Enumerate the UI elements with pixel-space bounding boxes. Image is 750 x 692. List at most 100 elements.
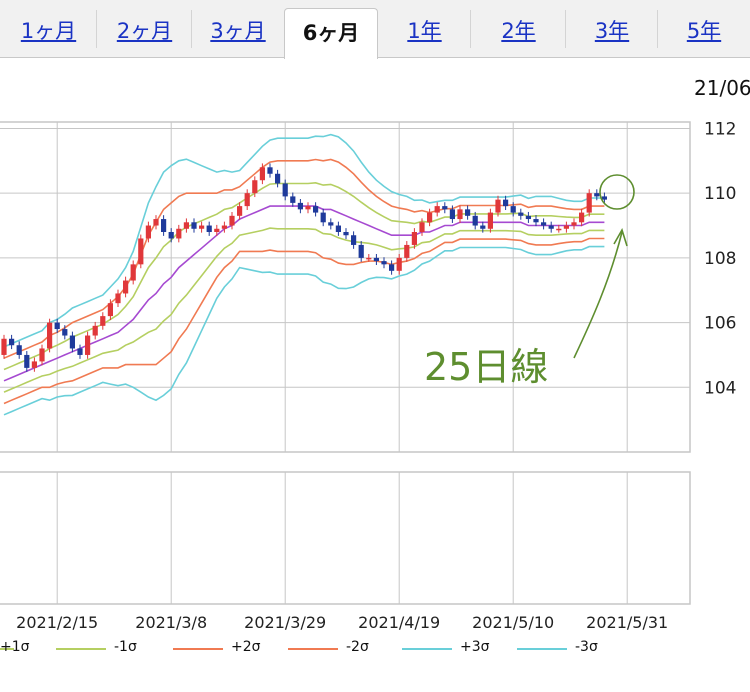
candle-body: [556, 228, 562, 231]
candle-body: [31, 361, 37, 368]
candle-body: [305, 206, 311, 210]
legend-label: +3σ: [460, 639, 490, 655]
candle-body: [601, 196, 607, 200]
candle-body: [472, 215, 478, 226]
legend-line-minus1sigma: [56, 648, 106, 650]
candle-body: [449, 209, 455, 220]
candle-body: [85, 335, 91, 355]
candle-body: [199, 225, 205, 229]
tab-1-year[interactable]: 1年: [378, 0, 471, 58]
candle-body: [533, 219, 539, 223]
candle-body: [518, 212, 524, 216]
candle-body: [343, 232, 349, 236]
candle-body: [77, 348, 83, 355]
tab-1-month[interactable]: 1ヶ月: [0, 0, 97, 58]
tab-3-years[interactable]: 3年: [566, 0, 658, 58]
candle-body: [525, 215, 531, 220]
candle-body: [161, 219, 167, 232]
candle-body: [510, 206, 516, 213]
candle-body: [237, 206, 243, 216]
tab-2-years[interactable]: 2年: [471, 0, 566, 58]
candle-body: [328, 222, 334, 226]
candle-body: [252, 180, 258, 194]
candle-body: [183, 222, 189, 229]
minus2sigma-line: [3, 237, 605, 405]
bollinger-bands: [3, 133, 605, 416]
legend-line-plus2sigma: [173, 648, 223, 650]
tab-3-months[interactable]: 3ヶ月: [210, 19, 266, 43]
y-tick-label: 112: [704, 119, 736, 139]
legend-item: +3σ: [402, 636, 502, 662]
annotation-layer: 25日線: [424, 174, 635, 389]
candle-body: [214, 228, 220, 232]
candle-body: [267, 167, 273, 174]
y-axis: 104 106 108 110 112: [704, 119, 736, 398]
legend-item: -3σ: [517, 636, 627, 662]
candle-body: [244, 193, 250, 207]
candle-body: [358, 244, 364, 258]
x-tick-label: 2021/3/29: [244, 613, 326, 632]
tab-6-months[interactable]: 6ヶ月: [284, 8, 378, 59]
candle-body: [282, 183, 288, 197]
candle-body: [206, 225, 212, 232]
legend-label: -1σ: [114, 639, 137, 655]
candle-body: [579, 212, 585, 223]
x-tick-label: 2021/3/8: [135, 613, 207, 632]
legend: +1σ -1σ +2σ -2σ +3σ -3σ: [0, 636, 750, 662]
candle-body: [9, 338, 15, 346]
candle-body: [221, 225, 227, 229]
candle-body: [548, 225, 554, 229]
candle-body: [586, 193, 592, 213]
chart-frames: [0, 121, 691, 605]
candle-body: [191, 222, 197, 229]
legend-label: -3σ: [575, 639, 598, 655]
candle-body: [396, 257, 402, 271]
date-corner-label: 21/06: [694, 76, 750, 100]
legend-label: +2σ: [231, 639, 261, 655]
minus1sigma-line: [3, 227, 605, 393]
candle-body: [594, 193, 600, 197]
x-tick-label: 2021/5/10: [472, 613, 554, 632]
main-panel-frame: [0, 121, 691, 453]
annotation-25day-line: 25日線: [424, 345, 548, 389]
candle-body: [176, 228, 182, 239]
legend-label: -2σ: [346, 639, 369, 655]
legend-item: +2σ: [173, 636, 273, 662]
candle-body: [39, 348, 45, 362]
candle-body: [541, 222, 547, 226]
candle-body: [411, 232, 417, 245]
tab-5-years[interactable]: 5年: [686, 19, 722, 43]
y-tick-label: 106: [704, 314, 736, 334]
minus3sigma-line: [3, 245, 605, 416]
candle-body: [229, 215, 235, 226]
highlight-circle: [599, 174, 635, 210]
legend-line-plus3sigma: [402, 648, 452, 650]
candle-body: [434, 206, 440, 213]
annotation-arrow: [573, 231, 623, 359]
candle-body: [335, 225, 341, 232]
x-tick-label: 2021/5/31: [586, 613, 668, 632]
candle-body: [320, 212, 326, 223]
x-tick-label: 2021/4/19: [358, 613, 440, 632]
candle-body: [145, 225, 151, 239]
tab-2-months[interactable]: 2ヶ月: [97, 0, 192, 58]
candle-body: [404, 244, 410, 258]
legend-label: +1σ: [0, 639, 30, 655]
candle-body: [313, 206, 319, 213]
candle-body: [275, 173, 281, 184]
candle-body: [419, 222, 425, 232]
candle-body: [123, 280, 129, 294]
candle-body: [571, 222, 577, 226]
candle-body: [503, 199, 509, 207]
candle-body: [457, 209, 463, 220]
candle-body: [153, 219, 159, 226]
candle-body: [389, 264, 395, 271]
candle-body: [351, 235, 357, 245]
candle-body: [366, 257, 372, 260]
candle-body: [100, 316, 106, 326]
ma25-line: [3, 205, 605, 382]
candle-body: [107, 303, 113, 317]
candle-body: [465, 209, 471, 216]
candle-body: [381, 261, 387, 265]
